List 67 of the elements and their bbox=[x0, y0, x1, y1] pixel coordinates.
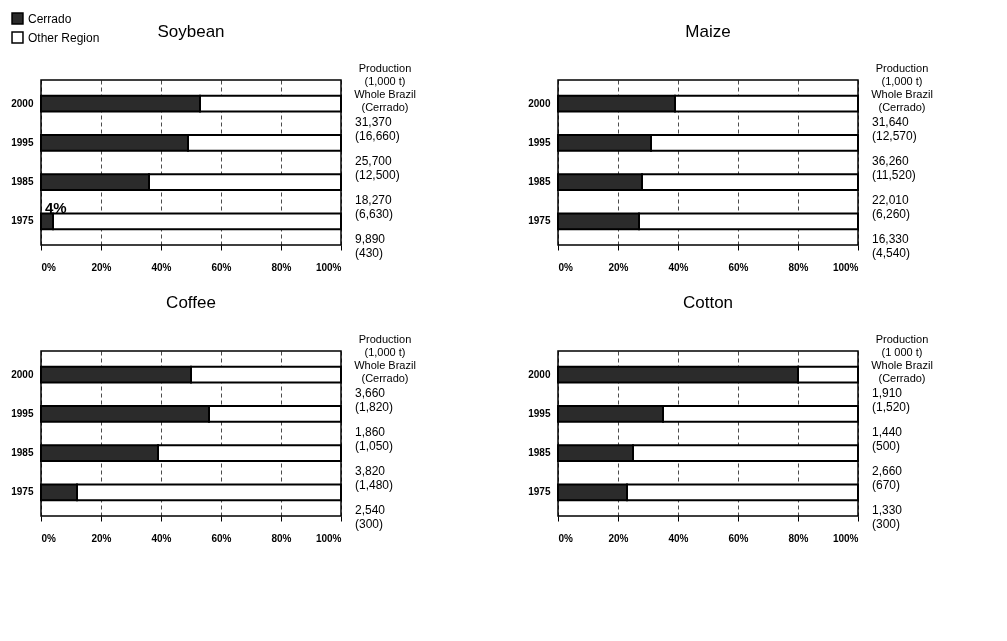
text: 31,370 (16,660) bbox=[355, 114, 400, 143]
text: 16,330 (4,540) bbox=[872, 232, 911, 261]
y-tick-label: 1995 bbox=[11, 407, 34, 419]
x-tick-label: 80% bbox=[271, 261, 292, 273]
chart-title: Soybean bbox=[157, 22, 225, 41]
data-label: 4% bbox=[45, 199, 67, 217]
x-tick-label: 80% bbox=[788, 261, 809, 273]
y-tick-label: 1975 bbox=[528, 215, 551, 227]
text: 3,660 (1,820) bbox=[355, 385, 394, 414]
text: 2,660 (670) bbox=[872, 464, 903, 493]
text: 1,440 (500) bbox=[872, 424, 903, 453]
text: 3,820 (1,480) bbox=[355, 464, 394, 493]
x-tick-label: 100% bbox=[832, 261, 859, 273]
y-tick-label: 1985 bbox=[528, 176, 551, 188]
x-tick-label: 100% bbox=[832, 532, 859, 544]
y-tick-label: 1975 bbox=[528, 486, 551, 498]
x-tick-label: 20% bbox=[608, 261, 629, 273]
chart-title: Coffee bbox=[166, 293, 216, 312]
y-tick-label: 1995 bbox=[11, 136, 34, 148]
y-tick-label: 2000 bbox=[528, 97, 551, 109]
legend-label: Cerrado bbox=[28, 11, 72, 26]
x-tick-label: 20% bbox=[608, 532, 629, 544]
text: Production (1,000 t) Whole Brazil (Cerrado) bbox=[354, 62, 416, 113]
x-tick-label: 0% bbox=[41, 261, 57, 273]
x-tick-label: 20% bbox=[91, 532, 112, 544]
y-tick-label: 1985 bbox=[11, 447, 34, 459]
x-tick-label: 0% bbox=[558, 261, 574, 273]
y-tick-label: 2000 bbox=[11, 368, 34, 380]
text: Production (1,000 t) Whole Brazil (Cerrado) bbox=[871, 62, 933, 113]
x-tick-label: 0% bbox=[558, 532, 574, 544]
text: 9,890 (430) bbox=[355, 232, 386, 261]
chart-title: Cotton bbox=[682, 293, 734, 312]
x-tick-label: 60% bbox=[728, 532, 749, 544]
chart-title: Maize bbox=[685, 22, 731, 41]
y-tick-label: 1985 bbox=[11, 176, 34, 188]
text: 2,540 (300) bbox=[355, 503, 386, 532]
text: Production (1,000 t) Whole Brazil (Cerrado) bbox=[354, 333, 416, 384]
x-tick-label: 40% bbox=[668, 532, 689, 544]
x-tick-label: 20% bbox=[91, 261, 112, 273]
text: 1,330 (300) bbox=[872, 503, 903, 532]
y-tick-label: 1975 bbox=[11, 215, 34, 227]
y-tick-label: 1995 bbox=[528, 136, 551, 148]
y-tick-label: 1985 bbox=[528, 447, 551, 459]
text: Production (1 000 t) Whole Brazil (Cerrado) bbox=[871, 333, 933, 384]
x-tick-label: 60% bbox=[728, 261, 749, 273]
x-tick-label: 100% bbox=[315, 532, 342, 544]
text: 25,700 (12,500) bbox=[355, 153, 400, 182]
y-tick-label: 1975 bbox=[11, 486, 34, 498]
y-tick-label: 1995 bbox=[528, 407, 551, 419]
text: 22,010 (6,260) bbox=[872, 193, 911, 222]
legend-label: Other Region bbox=[28, 30, 100, 45]
text: 1,860 (1,050) bbox=[355, 424, 394, 453]
text: 31,640 (12,570) bbox=[872, 114, 917, 143]
x-tick-label: 0% bbox=[41, 532, 57, 544]
x-tick-label: 40% bbox=[151, 261, 172, 273]
y-tick-label: 2000 bbox=[528, 368, 551, 380]
x-tick-label: 40% bbox=[668, 261, 689, 273]
x-tick-label: 80% bbox=[788, 532, 809, 544]
text: 1,910 (1,520) bbox=[872, 385, 911, 414]
x-tick-label: 60% bbox=[211, 261, 232, 273]
text: 36,260 (11,520) bbox=[872, 153, 916, 182]
x-tick-label: 40% bbox=[151, 532, 172, 544]
x-tick-label: 60% bbox=[211, 532, 232, 544]
y-tick-label: 2000 bbox=[11, 97, 34, 109]
text: 18,270 (6,630) bbox=[355, 193, 394, 222]
x-tick-label: 100% bbox=[315, 261, 342, 273]
x-tick-label: 80% bbox=[271, 532, 292, 544]
